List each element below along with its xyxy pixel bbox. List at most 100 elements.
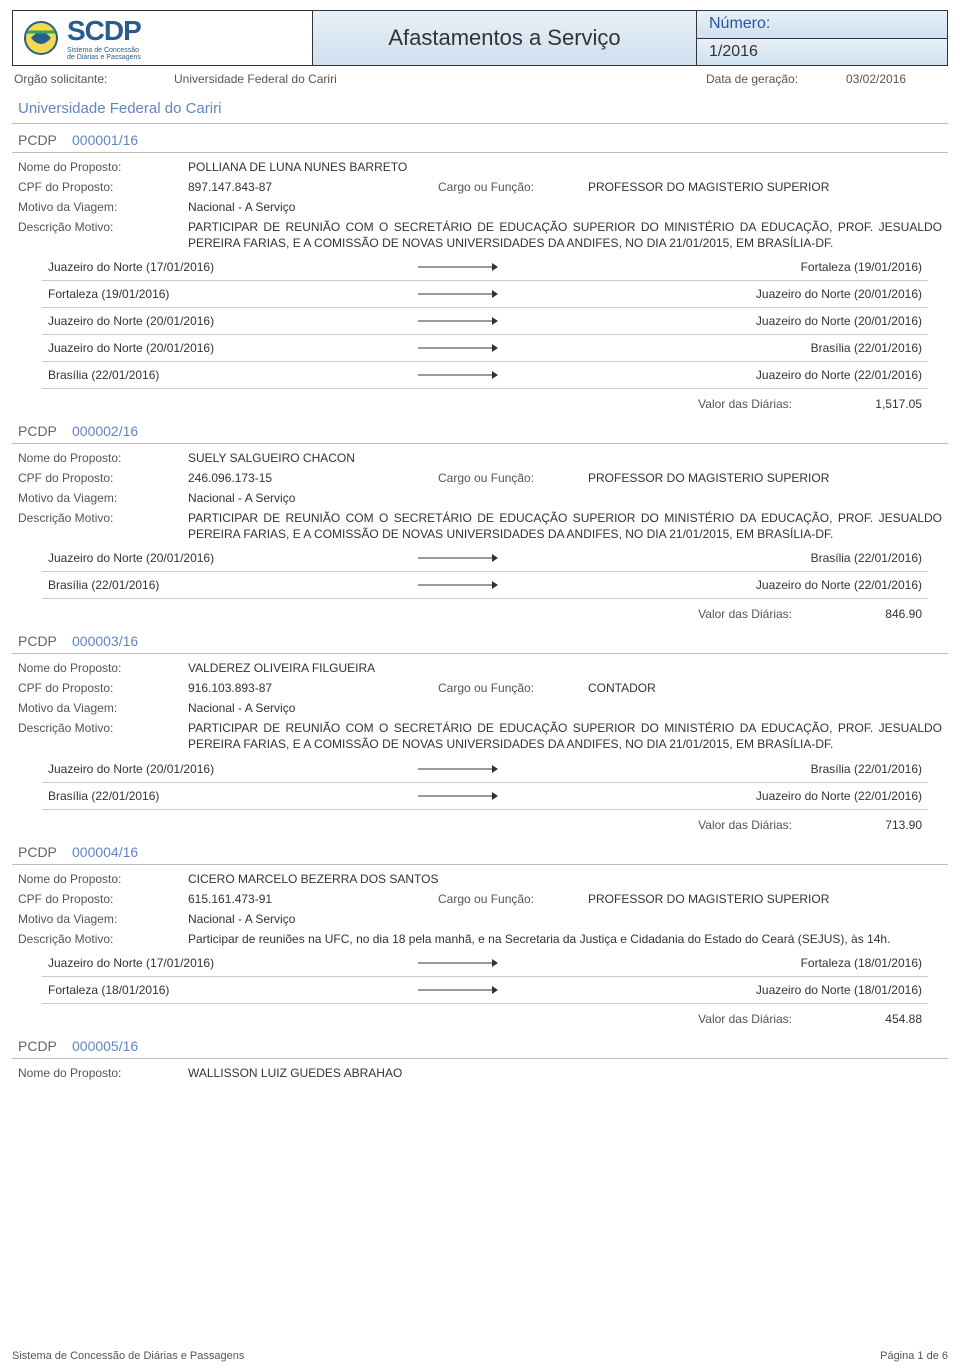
trip-arrow — [408, 986, 508, 994]
valor-label: Valor das Diárias: — [672, 818, 822, 832]
pcdp-number: 000001/16 — [72, 132, 138, 148]
valor-row: Valor das Diárias:846.90 — [12, 599, 948, 629]
descricao-label: Descrição Motivo: — [18, 932, 188, 948]
trip-row: Brasília (22/01/2016)Juazeiro do Norte (… — [42, 362, 928, 389]
trip-arrow — [408, 554, 508, 562]
descricao-value: PARTICIPAR DE REUNIÃO COM O SECRETÁRIO D… — [188, 721, 942, 752]
cpf-value: 246.096.173-15 — [188, 471, 438, 485]
descricao-label: Descrição Motivo: — [18, 721, 188, 752]
logo-text-sub2: de Diárias e Passagens — [67, 54, 141, 61]
motivo-row: Motivo da Viagem:Nacional - A Serviço — [12, 698, 948, 718]
nome-value: VALDEREZ OLIVEIRA FILGUEIRA — [188, 661, 942, 675]
valor-row: Valor das Diárias:713.90 — [12, 810, 948, 840]
arrow-right-icon — [418, 792, 498, 800]
trip-from: Juazeiro do Norte (20/01/2016) — [48, 551, 408, 565]
trip-to: Juazeiro do Norte (22/01/2016) — [508, 578, 922, 592]
trip-arrow — [408, 263, 508, 271]
trip-arrow — [408, 317, 508, 325]
footer-system-name: Sistema de Concessão de Diárias e Passag… — [12, 1350, 244, 1362]
arrow-right-icon — [418, 317, 498, 325]
title-cell: Afastamentos a Serviço — [313, 11, 697, 65]
pcdp-header: PCDP000003/16 — [12, 629, 948, 654]
trip-to: Brasília (22/01/2016) — [508, 762, 922, 776]
trip-arrow — [408, 765, 508, 773]
trip-arrow — [408, 792, 508, 800]
logo-cell: SCDP Sistema de Concessão de Diárias e P… — [13, 11, 313, 65]
cargo-value: PROFESSOR DO MAGISTERIO SUPERIOR — [588, 180, 942, 194]
motivo-label: Motivo da Viagem: — [18, 200, 188, 214]
trip-from: Brasília (22/01/2016) — [48, 789, 408, 803]
valor-label: Valor das Diárias: — [672, 607, 822, 621]
number-cell: Número: 1/2016 — [697, 11, 947, 65]
valor-value: 713.90 — [822, 818, 922, 832]
descricao-label: Descrição Motivo: — [18, 220, 188, 251]
trip-arrow — [408, 344, 508, 352]
arrow-right-icon — [418, 581, 498, 589]
motivo-row: Motivo da Viagem:Nacional - A Serviço — [12, 909, 948, 929]
pcdp-number: 000004/16 — [72, 844, 138, 860]
descricao-value: PARTICIPAR DE REUNIÃO COM O SECRETÁRIO D… — [188, 511, 942, 542]
arrow-right-icon — [418, 344, 498, 352]
nome-label: Nome do Proposto: — [18, 1066, 188, 1080]
nome-row: Nome do Proposto:SUELY SALGUEIRO CHACON — [12, 448, 948, 468]
trip-arrow — [408, 290, 508, 298]
arrow-right-icon — [418, 554, 498, 562]
cargo-label: Cargo ou Função: — [438, 471, 588, 485]
pcdp-header: PCDP000002/16 — [12, 419, 948, 444]
nome-value: SUELY SALGUEIRO CHACON — [188, 451, 942, 465]
cargo-label: Cargo ou Função: — [438, 681, 588, 695]
motivo-label: Motivo da Viagem: — [18, 912, 188, 926]
motivo-value: Nacional - A Serviço — [188, 912, 942, 926]
report-title: Afastamentos a Serviço — [388, 25, 620, 51]
cpf-label: CPF do Proposto: — [18, 681, 188, 695]
cargo-value: PROFESSOR DO MAGISTERIO SUPERIOR — [588, 892, 942, 906]
cargo-label: Cargo ou Função: — [438, 180, 588, 194]
pcdp-label: PCDP — [18, 132, 72, 148]
trip-from: Brasília (22/01/2016) — [48, 368, 408, 382]
pcdp-list: PCDP000001/16Nome do Proposto:POLLIANA D… — [12, 128, 948, 1083]
report-header: SCDP Sistema de Concessão de Diárias e P… — [12, 10, 948, 66]
number-value: 1/2016 — [697, 39, 947, 66]
trip-from: Fortaleza (19/01/2016) — [48, 287, 408, 301]
arrow-right-icon — [418, 290, 498, 298]
cargo-label: Cargo ou Função: — [438, 892, 588, 906]
pcdp-number: 000003/16 — [72, 633, 138, 649]
cpf-row: CPF do Proposto:615.161.473-91Cargo ou F… — [12, 889, 948, 909]
pcdp-label: PCDP — [18, 633, 72, 649]
orgao-value: Universidade Federal do Cariri — [174, 72, 706, 86]
descricao-row: Descrição Motivo:PARTICIPAR DE REUNIÃO C… — [12, 718, 948, 755]
trip-to: Juazeiro do Norte (20/01/2016) — [508, 314, 922, 328]
valor-row: Valor das Diárias:1,517.05 — [12, 389, 948, 419]
nome-value: CICERO MARCELO BEZERRA DOS SANTOS — [188, 872, 942, 886]
trip-to: Fortaleza (19/01/2016) — [508, 260, 922, 274]
nome-label: Nome do Proposto: — [18, 160, 188, 174]
trip-arrow — [408, 581, 508, 589]
pcdp-number: 000005/16 — [72, 1038, 138, 1054]
logo-text-block: SCDP Sistema de Concessão de Diárias e P… — [67, 15, 141, 61]
cpf-row: CPF do Proposto:246.096.173-15Cargo ou F… — [12, 468, 948, 488]
valor-value: 454.88 — [822, 1012, 922, 1026]
nome-label: Nome do Proposto: — [18, 872, 188, 886]
arrow-right-icon — [418, 959, 498, 967]
pcdp-label: PCDP — [18, 423, 72, 439]
logo-text-sub1: Sistema de Concessão — [67, 47, 141, 54]
trip-arrow — [408, 371, 508, 379]
descricao-row: Descrição Motivo:PARTICIPAR DE REUNIÃO C… — [12, 217, 948, 254]
footer-page-number: Página 1 de 6 — [880, 1350, 948, 1362]
trip-arrow — [408, 959, 508, 967]
meta-row: Orgão solicitante: Universidade Federal … — [12, 66, 948, 96]
nome-row: Nome do Proposto:WALLISSON LUIZ GUEDES A… — [12, 1063, 948, 1083]
descricao-label: Descrição Motivo: — [18, 511, 188, 542]
descricao-row: Descrição Motivo:Participar de reuniões … — [12, 929, 948, 951]
pcdp-label: PCDP — [18, 844, 72, 860]
valor-value: 1,517.05 — [822, 397, 922, 411]
trip-from: Juazeiro do Norte (20/01/2016) — [48, 762, 408, 776]
arrow-right-icon — [418, 371, 498, 379]
motivo-label: Motivo da Viagem: — [18, 701, 188, 715]
cpf-label: CPF do Proposto: — [18, 471, 188, 485]
trip-from: Juazeiro do Norte (17/01/2016) — [48, 956, 408, 970]
trip-row: Juazeiro do Norte (20/01/2016) Brasília (… — [42, 756, 928, 783]
trip-row: Brasília (22/01/2016)Juazeiro do Norte (… — [42, 783, 928, 810]
cpf-label: CPF do Proposto: — [18, 180, 188, 194]
org-title: Universidade Federal do Cariri — [12, 96, 948, 124]
